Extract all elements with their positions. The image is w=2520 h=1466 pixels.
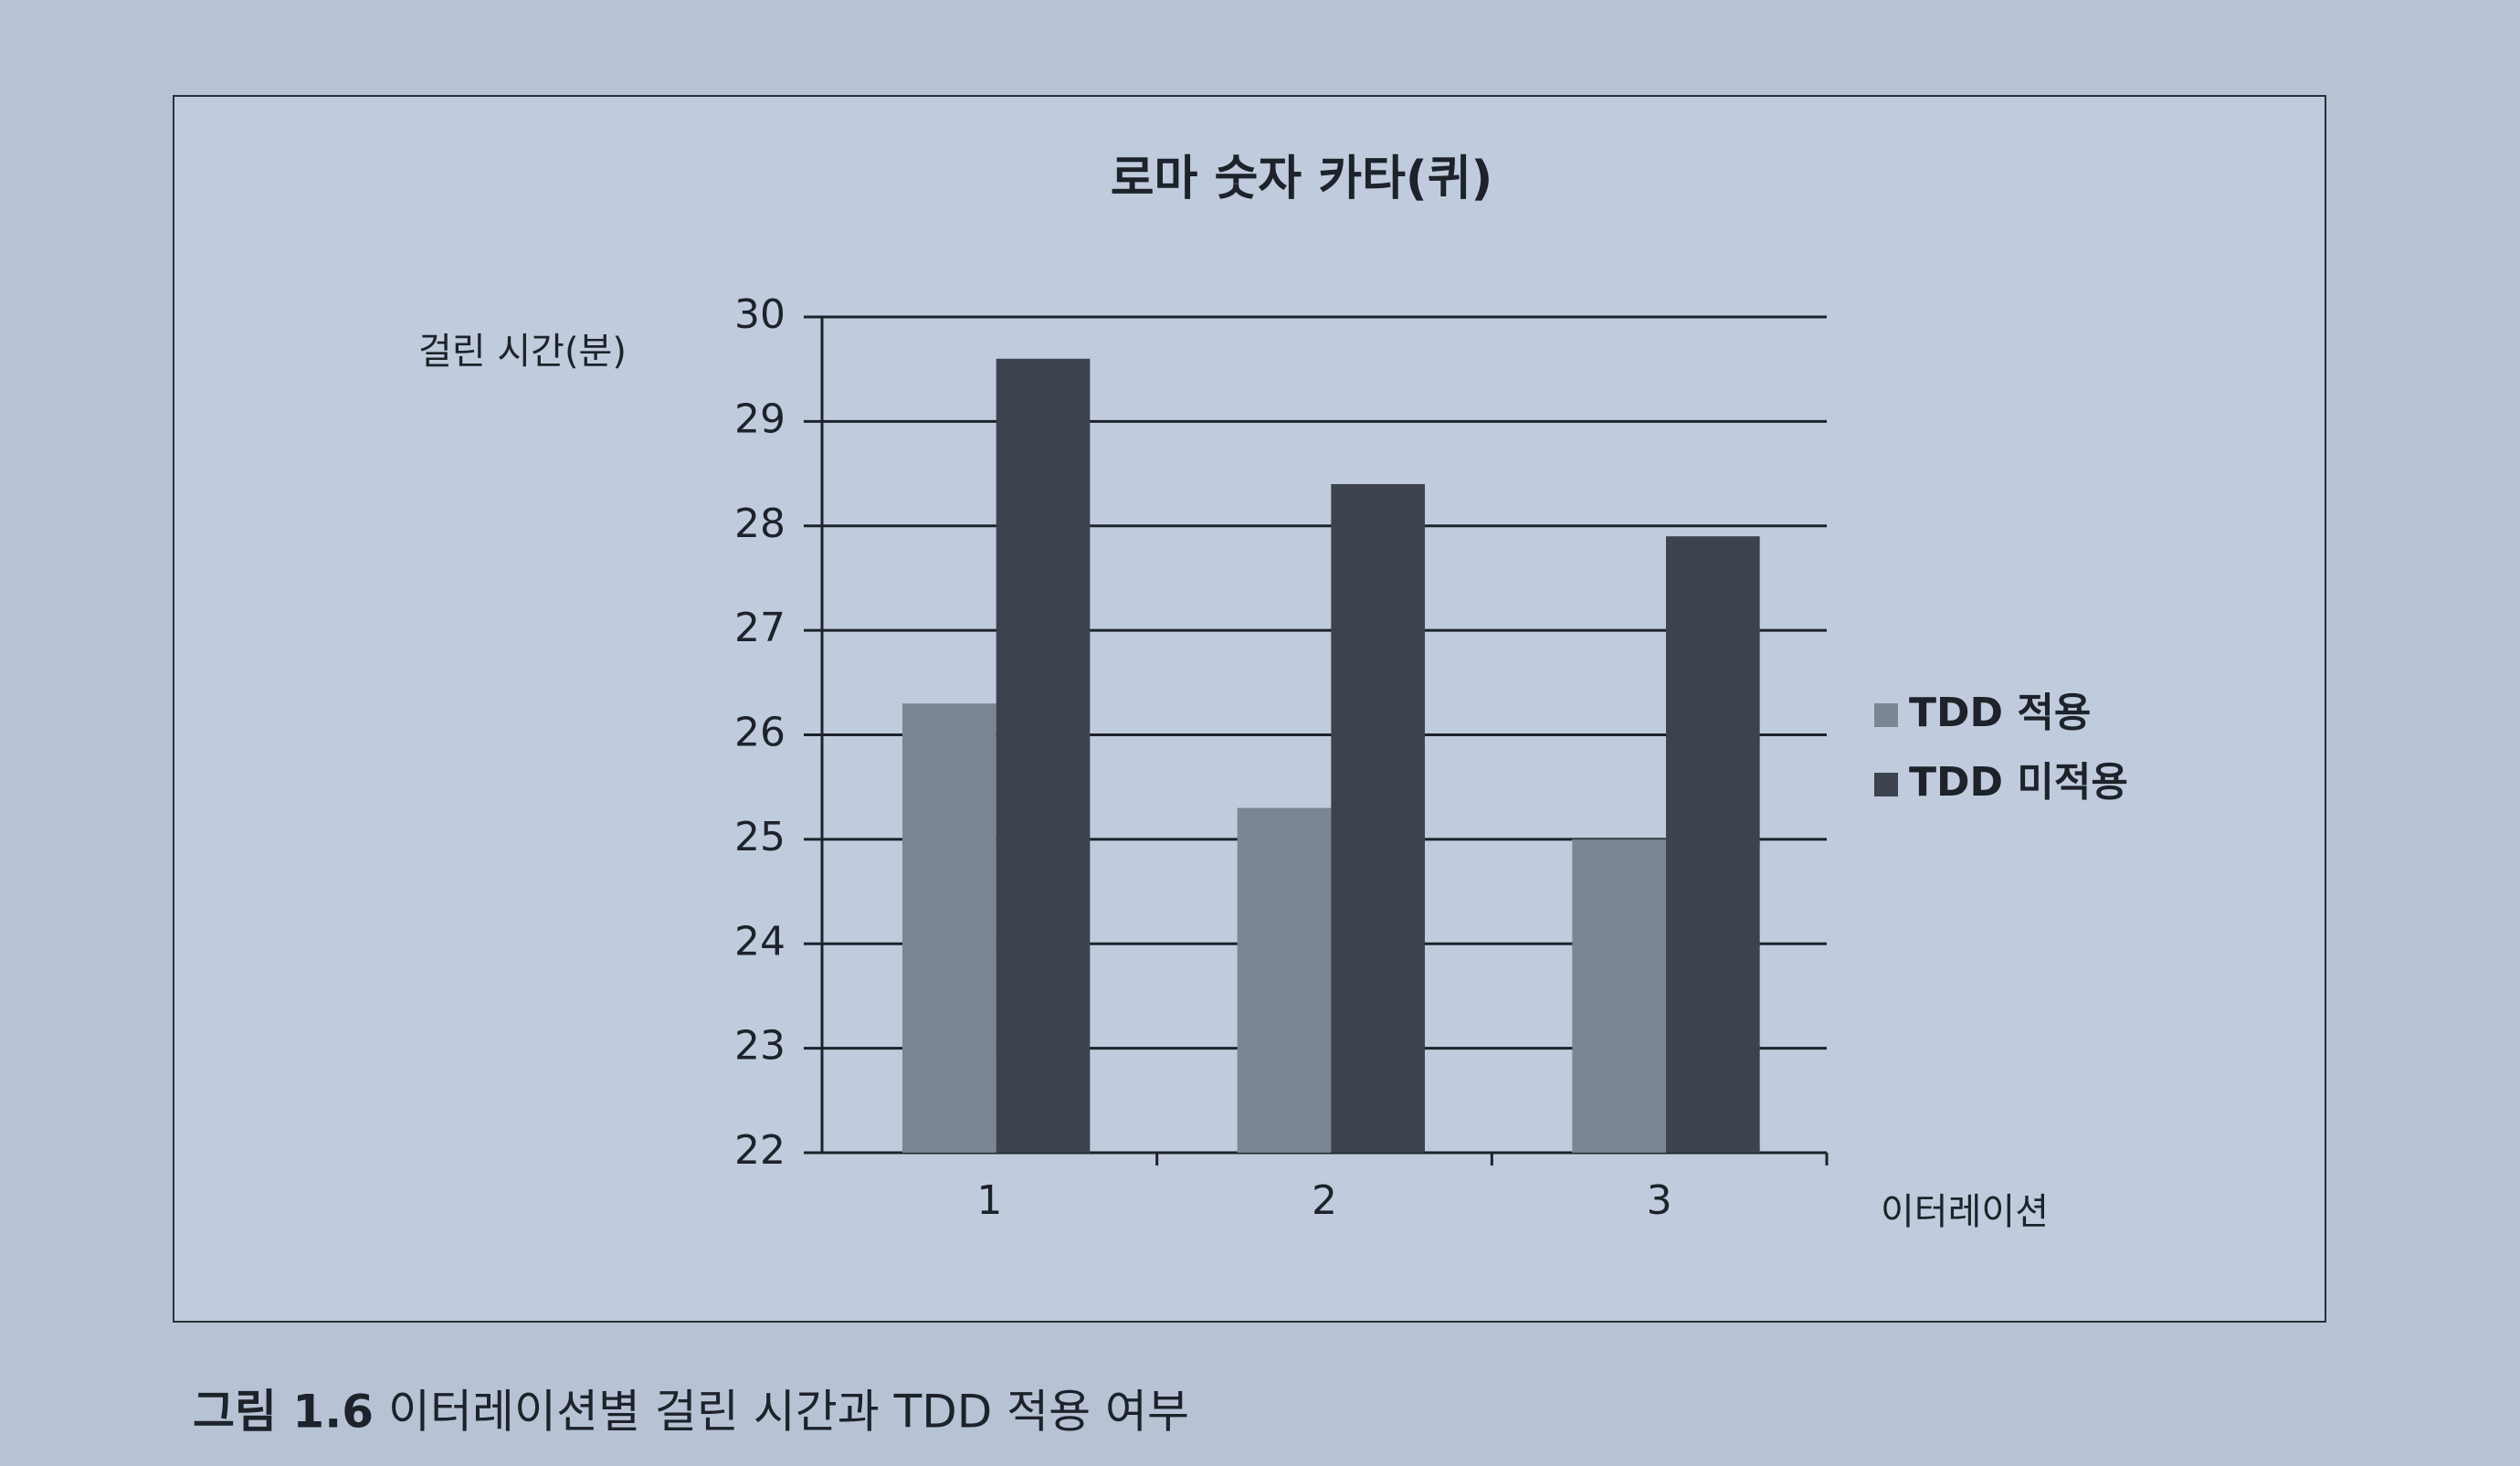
y-tick-label: 28 — [734, 501, 786, 547]
y-tick-label: 26 — [734, 710, 786, 756]
y-tick-label: 24 — [734, 918, 786, 965]
bar — [1666, 536, 1760, 1153]
y-tick-label: 22 — [734, 1127, 786, 1174]
caption-label: 그림 1.6 — [193, 1386, 374, 1439]
y-tick-label: 29 — [734, 396, 786, 442]
legend-label: TDD 미적용 — [1909, 759, 2128, 806]
chart-title: 로마 숫자 카타(퀴) — [1111, 152, 1493, 206]
y-tick-label: 25 — [734, 814, 786, 860]
x-tick-label: 3 — [1647, 1177, 1672, 1224]
bar — [1572, 838, 1666, 1153]
bar — [902, 703, 996, 1153]
x-tick-label: 2 — [1312, 1177, 1337, 1224]
y-axis-label: 걸린 시간(분) — [418, 331, 627, 373]
x-tick-label: 1 — [976, 1177, 1002, 1224]
legend-label: TDD 적용 — [1909, 690, 2091, 736]
bar — [1331, 484, 1425, 1153]
legend-swatch — [1874, 703, 1898, 727]
caption-text: 이터레이션별 걸린 시간과 TDD 적용 여부 — [388, 1386, 1189, 1439]
bar — [1237, 807, 1332, 1153]
y-tick-label: 30 — [734, 291, 786, 338]
bar — [996, 358, 1091, 1153]
x-axis-label: 이터레이션 — [1881, 1191, 2049, 1233]
y-tick-label: 27 — [734, 605, 786, 651]
legend-swatch — [1874, 773, 1898, 796]
y-tick-label: 23 — [734, 1023, 786, 1070]
